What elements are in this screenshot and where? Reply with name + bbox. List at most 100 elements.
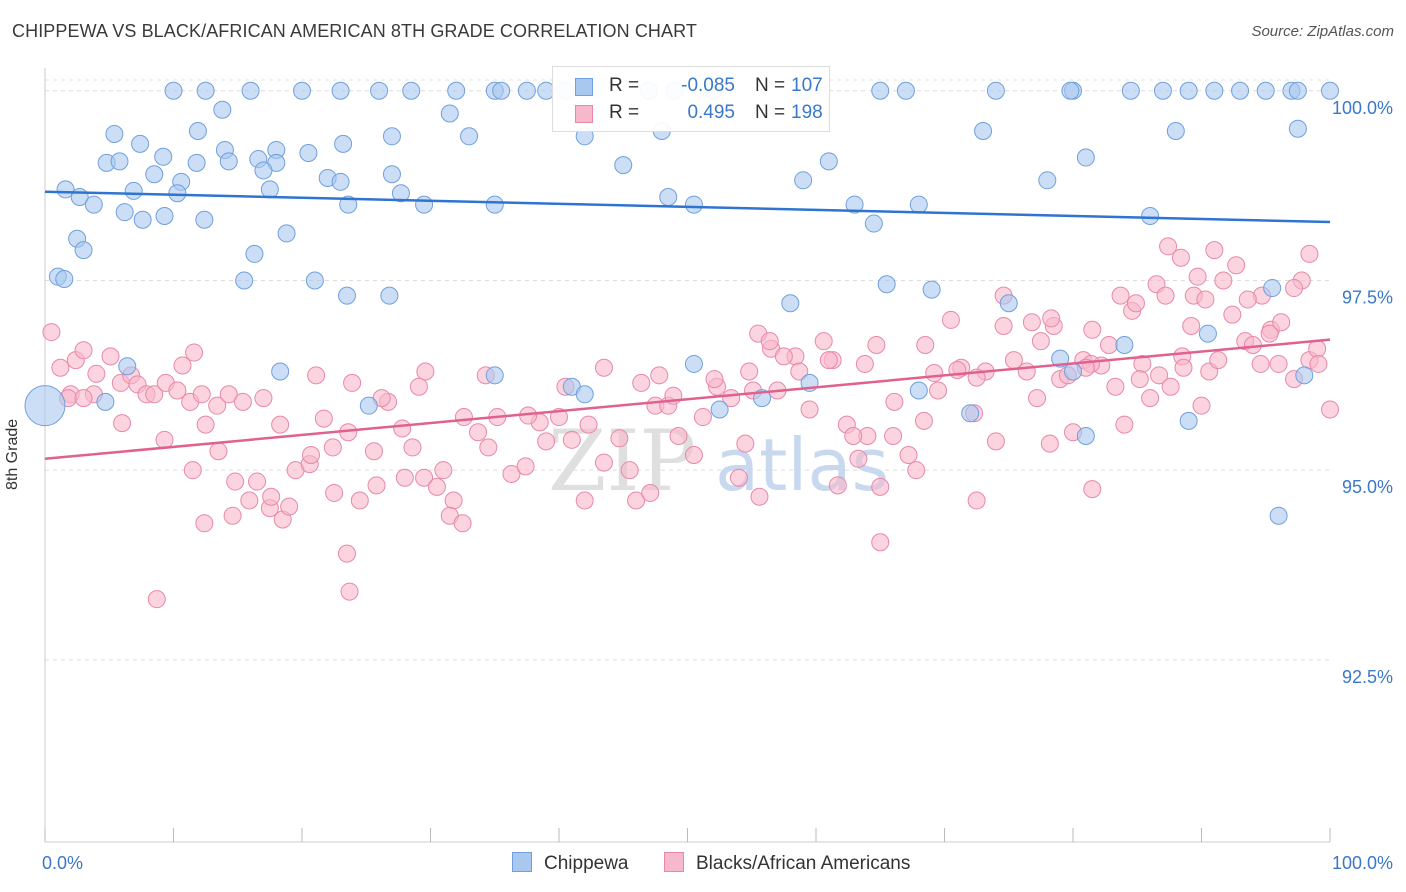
data-point xyxy=(168,381,187,400)
data-point xyxy=(245,244,264,263)
data-point xyxy=(669,427,688,446)
r-value: 0.495 xyxy=(687,102,735,123)
data-point xyxy=(684,446,703,464)
data-point xyxy=(994,317,1013,335)
data-point xyxy=(871,533,890,552)
axes xyxy=(44,68,1331,843)
trend-lines xyxy=(44,190,1331,461)
data-point xyxy=(131,134,150,153)
data-point xyxy=(1121,81,1140,100)
data-point xyxy=(299,143,318,162)
data-point xyxy=(240,491,259,510)
legend-item-chippewa[interactable]: Chippewa xyxy=(512,852,629,875)
data-point xyxy=(1083,480,1102,499)
y-tick-label: 92.5% xyxy=(1342,667,1393,687)
data-point xyxy=(641,483,660,502)
data-point xyxy=(164,81,183,100)
data-point xyxy=(124,181,143,200)
data-point xyxy=(192,385,211,404)
data-point xyxy=(575,491,594,510)
data-point xyxy=(196,81,215,100)
data-point xyxy=(760,332,779,351)
data-point xyxy=(1150,366,1169,385)
data-point xyxy=(684,354,703,373)
y-tick-label: 95.0% xyxy=(1342,477,1393,497)
data-point xyxy=(1156,286,1175,305)
data-point xyxy=(101,347,120,366)
data-point xyxy=(537,432,556,451)
data-point xyxy=(867,335,886,354)
data-point xyxy=(1115,335,1134,354)
data-point xyxy=(1288,81,1307,100)
data-point xyxy=(632,373,651,392)
data-point xyxy=(444,491,463,510)
data-point xyxy=(627,491,646,510)
data-point xyxy=(415,468,434,487)
data-point xyxy=(1130,370,1149,389)
data-point xyxy=(427,477,446,496)
data-point xyxy=(492,81,511,100)
data-point xyxy=(403,438,422,457)
data-point xyxy=(301,446,320,464)
data-point xyxy=(1031,332,1050,351)
data-point xyxy=(814,332,833,351)
y-tick-label: 100.0% xyxy=(1332,98,1393,118)
data-point xyxy=(393,419,412,438)
data-point xyxy=(337,286,356,305)
data-point xyxy=(1300,244,1319,263)
data-point xyxy=(961,404,980,423)
data-point xyxy=(1179,411,1198,430)
data-point xyxy=(147,590,166,609)
data-point xyxy=(1288,119,1307,138)
data-point xyxy=(550,408,568,427)
data-point xyxy=(1269,506,1288,525)
data-point xyxy=(885,392,904,411)
data-point xyxy=(1174,358,1193,377)
data-point xyxy=(1321,400,1339,419)
data-point xyxy=(1227,256,1246,275)
data-point xyxy=(502,464,521,483)
data-point xyxy=(1028,389,1047,408)
data-point xyxy=(684,195,703,214)
data-point xyxy=(516,457,535,476)
data-point xyxy=(1260,324,1279,343)
data-point xyxy=(1038,171,1057,190)
data-point xyxy=(1083,320,1102,339)
data-point xyxy=(650,366,669,385)
data-point xyxy=(884,427,903,446)
x-tick-label: 0.0% xyxy=(42,853,83,873)
data-point xyxy=(219,152,238,171)
data-point xyxy=(155,430,174,449)
data-point xyxy=(1223,305,1242,324)
series-blacks xyxy=(42,237,1339,609)
r-label: R = xyxy=(609,75,640,96)
data-point xyxy=(705,370,724,389)
data-point xyxy=(334,134,353,153)
data-point xyxy=(434,461,453,480)
data-point xyxy=(914,411,933,430)
data-point xyxy=(925,364,944,383)
legend-item-blacks[interactable]: Blacks/African Americans xyxy=(664,852,910,875)
data-point xyxy=(999,294,1018,313)
data-point xyxy=(209,442,228,461)
data-point xyxy=(1269,354,1288,373)
data-point xyxy=(871,477,890,496)
data-point xyxy=(340,582,359,601)
data-point xyxy=(1022,313,1041,332)
data-point xyxy=(248,472,267,491)
data-point xyxy=(579,415,598,434)
data-point xyxy=(359,396,378,415)
data-point xyxy=(440,104,459,123)
source-label: Source: ZipAtlas.com xyxy=(1251,23,1394,40)
data-point xyxy=(145,385,164,404)
data-point xyxy=(855,354,874,373)
data-point xyxy=(219,385,238,404)
data-point xyxy=(370,81,389,100)
data-point xyxy=(740,362,759,381)
data-point xyxy=(350,491,369,510)
data-point xyxy=(562,430,581,449)
data-point xyxy=(469,423,488,442)
data-point xyxy=(235,271,254,290)
data-point xyxy=(819,152,838,171)
data-point xyxy=(277,224,296,243)
